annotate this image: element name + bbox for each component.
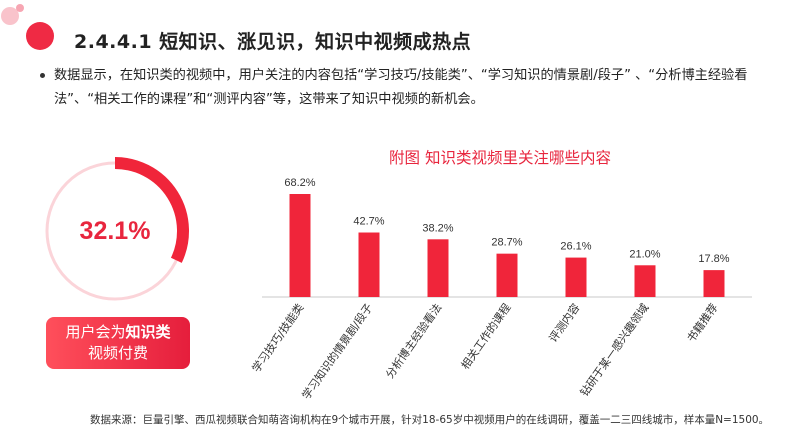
bar	[565, 257, 587, 297]
decorative-dots	[1, 4, 54, 50]
bar	[358, 232, 380, 297]
donut-percent: 32.1%	[79, 216, 151, 245]
source-note: 数据来源：巨量引擎、西瓜视频联合知萌咨询机构在9个城市开展，针对18-65岁中视…	[90, 414, 770, 426]
category-label: 学习技巧/技能类	[249, 301, 307, 375]
bullet-icon	[40, 73, 45, 78]
bar	[634, 265, 656, 297]
payment-caption-line1: 用户会为知识类	[46, 322, 190, 343]
bar-value-label: 42.7%	[353, 216, 384, 228]
payment-caption: 用户会为知识类 视频付费	[46, 317, 190, 369]
summary-text: 数据显示，在知识类的视频中，用户关注的内容包括“学习技巧/技能类”、“学习知识的…	[54, 68, 748, 107]
bar-value-label: 17.8%	[698, 253, 729, 265]
bar-value-label: 38.2%	[422, 222, 453, 234]
bar-value-label: 21.0%	[629, 248, 660, 260]
category-label: 书籍推荐	[684, 301, 721, 345]
category-label: 学习知识的情景剧/段子	[299, 301, 376, 402]
caption-prefix: 用户会为	[65, 323, 126, 341]
summary-bullet: 数据显示，在知识类的视频中，用户关注的内容包括“学习技巧/技能类”、“学习知识的…	[40, 64, 780, 112]
chart-title: 附图 知识类视频里关注哪些内容	[389, 149, 611, 167]
bar	[427, 239, 449, 297]
donut-chart	[45, 157, 189, 301]
category-label: 评测内容	[546, 301, 583, 345]
bar	[496, 253, 518, 297]
payment-caption-line2: 视频付费	[87, 344, 148, 362]
category-label: 相关工作的课程	[458, 301, 514, 372]
bar-value-label: 68.2%	[284, 177, 315, 189]
donut-arc	[114, 157, 189, 263]
page-title: 2.4.4.1 短知识、涨见识，知识中视频成热点	[74, 31, 472, 53]
caption-bold: 知识类	[125, 323, 171, 341]
bar	[289, 194, 311, 297]
bar-value-label: 28.7%	[491, 237, 522, 249]
category-label: 钻研于某一感兴趣领域	[577, 301, 652, 399]
category-label: 分析博主经验看法	[383, 301, 445, 381]
bar	[703, 270, 725, 297]
payment-donut: 32.1%	[40, 156, 190, 306]
bar-value-label: 26.1%	[560, 241, 591, 253]
